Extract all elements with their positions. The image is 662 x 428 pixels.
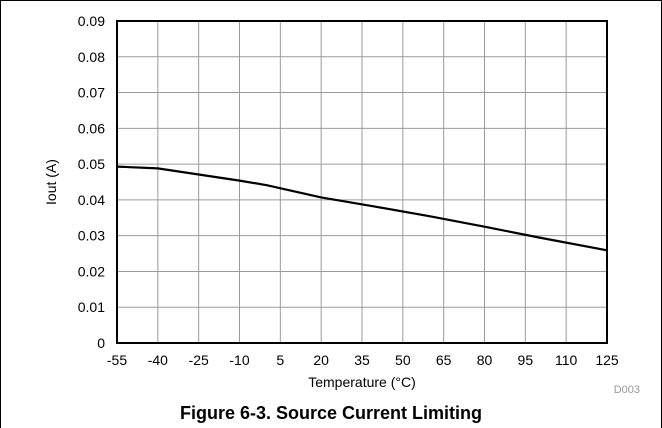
y-axis-title: Iout (A)	[43, 159, 59, 205]
x-tick-label: 65	[436, 352, 452, 368]
y-axis: 0 0.01 0.02 0.03 0.04 0.05 0.06 0.07 0.08 0.09	[78, 13, 105, 351]
x-tick-label: 35	[354, 352, 370, 368]
figure-caption: Figure 6-3. Source Current Limiting	[180, 403, 482, 423]
series-line	[116, 165, 608, 252]
series-group	[116, 165, 608, 252]
x-tick-label: -10	[229, 352, 249, 368]
x-tick-label: 95	[518, 352, 534, 368]
x-axis-title: Temperature (°C)	[308, 374, 416, 390]
y-tick-label: 0.01	[78, 299, 105, 315]
x-axis: -55 -40 -25 -10 5 20 35 50 65 80 95 110 125	[107, 352, 619, 368]
y-tick-label: 0.02	[78, 263, 105, 279]
x-tick-label: 80	[477, 352, 493, 368]
x-tick-label: 50	[395, 352, 411, 368]
x-tick-label: 110	[555, 352, 578, 368]
y-tick-label: 0.09	[78, 13, 105, 29]
x-tick-label: -25	[189, 352, 209, 368]
x-tick-label: -55	[107, 352, 127, 368]
x-tick-label: 5	[276, 352, 284, 368]
y-tick-label: 0.05	[78, 156, 105, 172]
y-tick-label: 0.06	[78, 120, 105, 136]
plot-area	[116, 20, 608, 344]
grid	[116, 20, 608, 344]
y-tick-label: 0	[97, 335, 105, 351]
y-tick-label: 0.03	[78, 228, 105, 244]
x-tick-label: 20	[313, 352, 329, 368]
x-tick-label: 125	[595, 352, 619, 368]
y-tick-label: 0.07	[78, 85, 105, 101]
x-tick-label: -40	[148, 352, 168, 368]
y-tick-label: 0.08	[78, 49, 105, 65]
figure-id: D003	[614, 384, 640, 396]
y-tick-label: 0.04	[78, 192, 105, 208]
